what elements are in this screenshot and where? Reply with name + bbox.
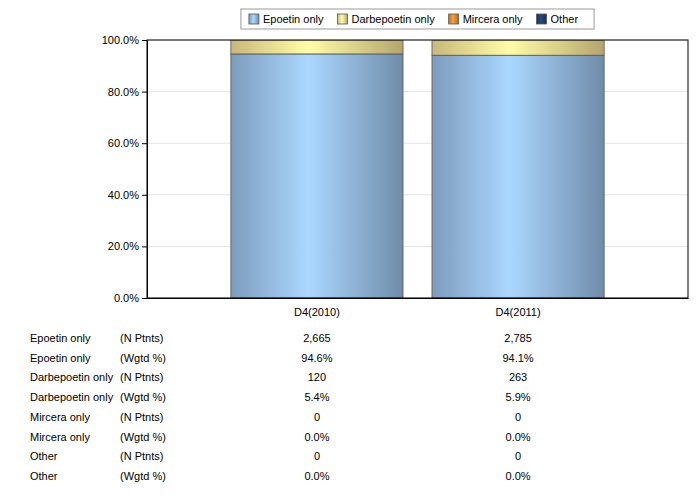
count-cell: 0 bbox=[515, 450, 521, 462]
row-label: Mircera only bbox=[30, 431, 90, 443]
grid bbox=[147, 40, 688, 298]
y-tick-mark bbox=[142, 246, 147, 247]
legend-label: Other bbox=[551, 13, 579, 25]
row-label-suffix: (N Ptnts) bbox=[120, 371, 163, 383]
row-label: Epoetin only bbox=[30, 332, 91, 344]
y-axis: 0.0% 20.0% 40.0% 60.0% 80.0% 100.0% bbox=[102, 34, 148, 304]
y-tick: 100.0% bbox=[102, 34, 147, 46]
count-cell: 263 bbox=[509, 371, 527, 383]
count-cell: 0 bbox=[515, 411, 521, 423]
y-tick: 80.0% bbox=[108, 86, 147, 98]
count-cell: 2,785 bbox=[504, 332, 532, 344]
bar-segment bbox=[432, 55, 604, 298]
count-cell: 0 bbox=[314, 450, 320, 462]
y-tick: 20.0% bbox=[108, 240, 147, 252]
percent-cell: 94.6% bbox=[301, 352, 332, 364]
y-tick-mark bbox=[142, 92, 147, 93]
y-tick: 40.0% bbox=[108, 189, 147, 201]
legend-label: Darbepoetin only bbox=[351, 13, 435, 25]
y-tick-label: 60.0% bbox=[108, 137, 139, 149]
x-axis: D4(2010) D4(2011) bbox=[148, 298, 689, 318]
y-tick-label: 80.0% bbox=[108, 86, 139, 98]
x-tick: D4(2011) bbox=[496, 298, 541, 318]
legend-box bbox=[241, 9, 594, 29]
count-cell: 120 bbox=[308, 371, 326, 383]
row-label: Darbepoetin only bbox=[30, 371, 114, 383]
row-label-suffix: (N Ptnts) bbox=[120, 450, 163, 462]
legend-swatch bbox=[249, 14, 259, 24]
x-axis-line bbox=[148, 298, 689, 299]
count-cell: 2,665 bbox=[303, 332, 331, 344]
legend-swatch bbox=[337, 14, 347, 24]
bars bbox=[231, 40, 604, 298]
row-label: Mircera only bbox=[30, 411, 90, 423]
percent-cell: 5.9% bbox=[506, 391, 531, 403]
x-tick-label: D4(2011) bbox=[496, 306, 541, 318]
percent-cell: 0.0% bbox=[506, 431, 531, 443]
grid-line bbox=[147, 246, 688, 247]
bar-segment bbox=[231, 40, 403, 54]
y-axis-line bbox=[142, 41, 148, 299]
row-label-suffix: (N Ptnts) bbox=[120, 411, 163, 423]
percent-cell: 5.4% bbox=[304, 391, 329, 403]
row-label-suffix: (Wgtd %) bbox=[120, 431, 166, 443]
legend-swatch bbox=[537, 14, 547, 24]
data-table: Epoetin only (N Ptnts) Epoetin only (Wgtd %… bbox=[30, 332, 534, 482]
legend-label: Mircera only bbox=[463, 13, 523, 25]
row-label-suffix: (Wgtd %) bbox=[120, 391, 166, 403]
grid-line bbox=[147, 143, 688, 144]
y-tick-mark bbox=[142, 195, 147, 196]
row-label-suffix: (Wgtd %) bbox=[120, 352, 166, 364]
x-tick: D4(2010) bbox=[294, 298, 340, 318]
y-tick-mark bbox=[142, 143, 147, 144]
row-label: Other bbox=[30, 470, 58, 482]
plot-area bbox=[147, 40, 688, 298]
percent-cell: 0.0% bbox=[506, 470, 531, 482]
y-tick-mark bbox=[142, 298, 147, 299]
bar-segment bbox=[432, 40, 604, 55]
x-tick-label: D4(2010) bbox=[294, 306, 340, 318]
bar-segment bbox=[231, 54, 403, 298]
percent-cell: 0.0% bbox=[304, 431, 329, 443]
row-label: Epoetin only bbox=[30, 352, 91, 364]
y-tick: 0.0% bbox=[114, 292, 147, 304]
plot-frame bbox=[147, 40, 688, 298]
row-label-suffix: (Wgtd %) bbox=[120, 470, 166, 482]
y-tick: 60.0% bbox=[108, 137, 147, 149]
row-label-suffix: (N Ptnts) bbox=[120, 332, 163, 344]
y-tick-label: 20.0% bbox=[108, 240, 139, 252]
percent-cell: 94.1% bbox=[502, 352, 533, 364]
count-cell: 0 bbox=[314, 411, 320, 423]
legend-swatch bbox=[449, 14, 459, 24]
percent-cell: 0.0% bbox=[304, 470, 329, 482]
y-tick-label: 100.0% bbox=[102, 34, 140, 46]
row-label: Other bbox=[30, 450, 58, 462]
legend: Epoetin only Darbepoetin only Mircera only… bbox=[241, 9, 594, 29]
y-tick-label: 40.0% bbox=[108, 189, 139, 201]
y-tick-mark bbox=[142, 40, 147, 41]
row-label: Darbepoetin only bbox=[30, 391, 114, 403]
grid-line bbox=[147, 194, 688, 195]
grid-line bbox=[147, 91, 688, 92]
legend-label: Epoetin only bbox=[263, 13, 324, 25]
chart: 0.0%20.0%40.0%60.0%80.0%100.0%D4(2010)D4… bbox=[0, 0, 700, 500]
y-tick-label: 0.0% bbox=[114, 292, 139, 304]
